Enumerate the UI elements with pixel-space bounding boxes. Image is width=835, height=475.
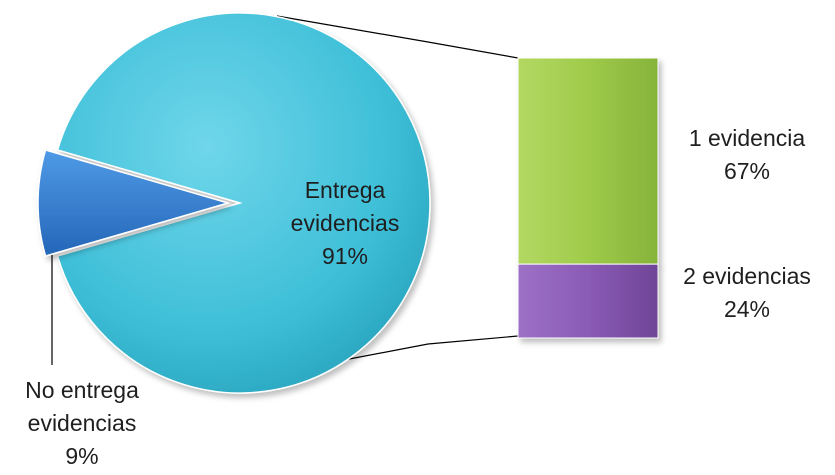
label-no-entrega: No entrega evidencias 9%	[25, 377, 139, 469]
bar-segment-2	[517, 263, 659, 339]
pie-slice-no-entrega	[37, 149, 231, 257]
connector-top	[276, 15, 519, 59]
pie-slice-entrega	[56, 12, 431, 394]
label-entrega: Entrega evidencias 91%	[291, 177, 400, 269]
label-segment-2: 2 evidencias 24%	[683, 263, 811, 322]
label-segment-1: 1 evidencia 67%	[689, 125, 806, 184]
bar-segment-1	[517, 57, 659, 265]
